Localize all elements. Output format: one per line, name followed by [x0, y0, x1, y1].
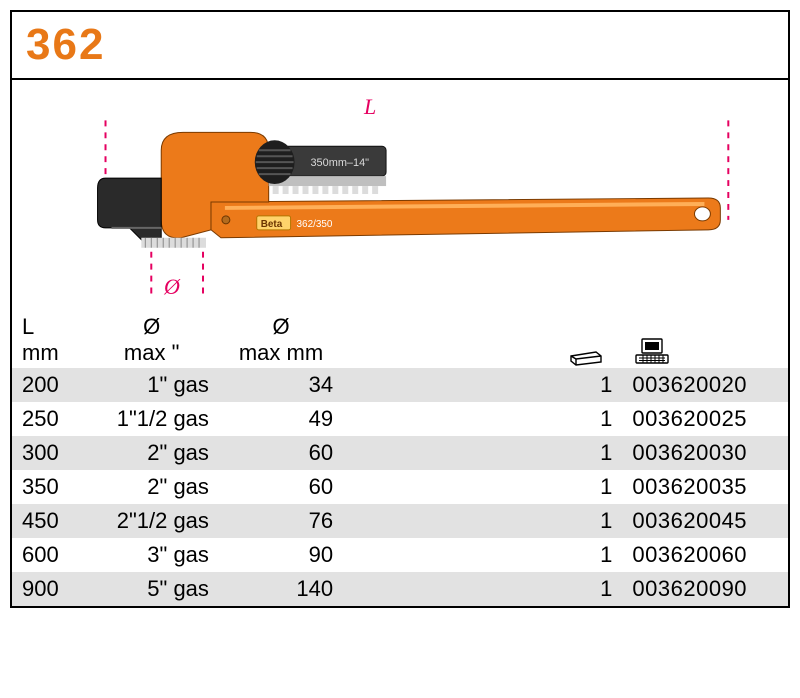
table-row: 9005" gas140 1003620090	[12, 572, 788, 606]
cell-L: 900	[12, 572, 84, 606]
cell-pack-qty: 1	[550, 572, 622, 606]
product-diagram: L Ø	[12, 80, 788, 310]
cell-L: 600	[12, 538, 84, 572]
th-dia-inch: Ø max "	[84, 310, 219, 368]
cell-L: 250	[12, 402, 84, 436]
computer-icon	[632, 338, 672, 366]
spec-table-body: 2001" gas3410036200202501"1/2 gas4910036…	[12, 368, 788, 606]
table-row: 3002" gas60 1003620030	[12, 436, 788, 470]
cell-dia-inch: 2" gas	[84, 470, 219, 504]
diagram-svg: 350mm–14" Beta 362/350	[12, 80, 788, 310]
cell-dia-inch: 3" gas	[84, 538, 219, 572]
table-row: 3502" gas60 1003620035	[12, 470, 788, 504]
cell-dia-inch: 2"1/2 gas	[84, 504, 219, 538]
table-row: 4502"1/2 gas76 1003620045	[12, 504, 788, 538]
spec-table-wrap: L mm Ø max " Ø max mm	[12, 310, 788, 606]
cell-order-code: 003620030	[622, 436, 788, 470]
cell-dia-mm: 60	[219, 436, 343, 470]
cell-dia-inch: 5" gas	[84, 572, 219, 606]
cell-dia-mm: 76	[219, 504, 343, 538]
table-row: 6003" gas90 1003620060	[12, 538, 788, 572]
cell-dia-mm: 140	[219, 572, 343, 606]
spec-table-head: L mm Ø max " Ø max mm	[12, 310, 788, 368]
table-row: 2501"1/2 gas49 1003620025	[12, 402, 788, 436]
tool-model-label: 362/350	[297, 219, 333, 230]
cell-dia-mm: 34	[219, 368, 343, 402]
cell-L: 300	[12, 436, 84, 470]
th-dia-mm: Ø max mm	[219, 310, 343, 368]
cell-order-code: 003620090	[622, 572, 788, 606]
cell-pack-qty: 1	[550, 368, 622, 402]
cell-dia-mm: 60	[219, 470, 343, 504]
cell-spacer	[343, 572, 550, 606]
cell-dia-inch: 1"1/2 gas	[84, 402, 219, 436]
table-row: 2001" gas34 1003620020	[12, 368, 788, 402]
product-series-title: 362	[26, 20, 774, 70]
cell-L: 200	[12, 368, 84, 402]
tool-brand-label: Beta	[261, 219, 283, 230]
spec-table: L mm Ø max " Ø max mm	[12, 310, 788, 606]
cell-pack-qty: 1	[550, 402, 622, 436]
cell-L: 350	[12, 470, 84, 504]
cell-spacer	[343, 538, 550, 572]
catalog-page: 362 L Ø	[10, 10, 790, 608]
cell-dia-mm: 90	[219, 538, 343, 572]
cell-spacer	[343, 470, 550, 504]
cell-L: 450	[12, 504, 84, 538]
cell-spacer	[343, 368, 550, 402]
th-L: L mm	[12, 310, 84, 368]
th-computer-icon	[622, 310, 788, 368]
cell-dia-mm: 49	[219, 402, 343, 436]
title-bar: 362	[12, 12, 788, 80]
cell-order-code: 003620045	[622, 504, 788, 538]
svg-text:350mm–14": 350mm–14"	[310, 157, 369, 169]
package-icon	[568, 342, 604, 366]
cell-dia-inch: 1" gas	[84, 368, 219, 402]
cell-order-code: 003620035	[622, 470, 788, 504]
th-package-icon	[550, 310, 622, 368]
cell-pack-qty: 1	[550, 538, 622, 572]
cell-spacer	[343, 436, 550, 470]
cell-order-code: 003620025	[622, 402, 788, 436]
cell-spacer	[343, 402, 550, 436]
cell-pack-qty: 1	[550, 504, 622, 538]
cell-pack-qty: 1	[550, 436, 622, 470]
cell-pack-qty: 1	[550, 470, 622, 504]
th-spacer	[343, 310, 550, 368]
cell-order-code: 003620060	[622, 538, 788, 572]
cell-order-code: 003620020	[622, 368, 788, 402]
cell-spacer	[343, 504, 550, 538]
cell-dia-inch: 2" gas	[84, 436, 219, 470]
